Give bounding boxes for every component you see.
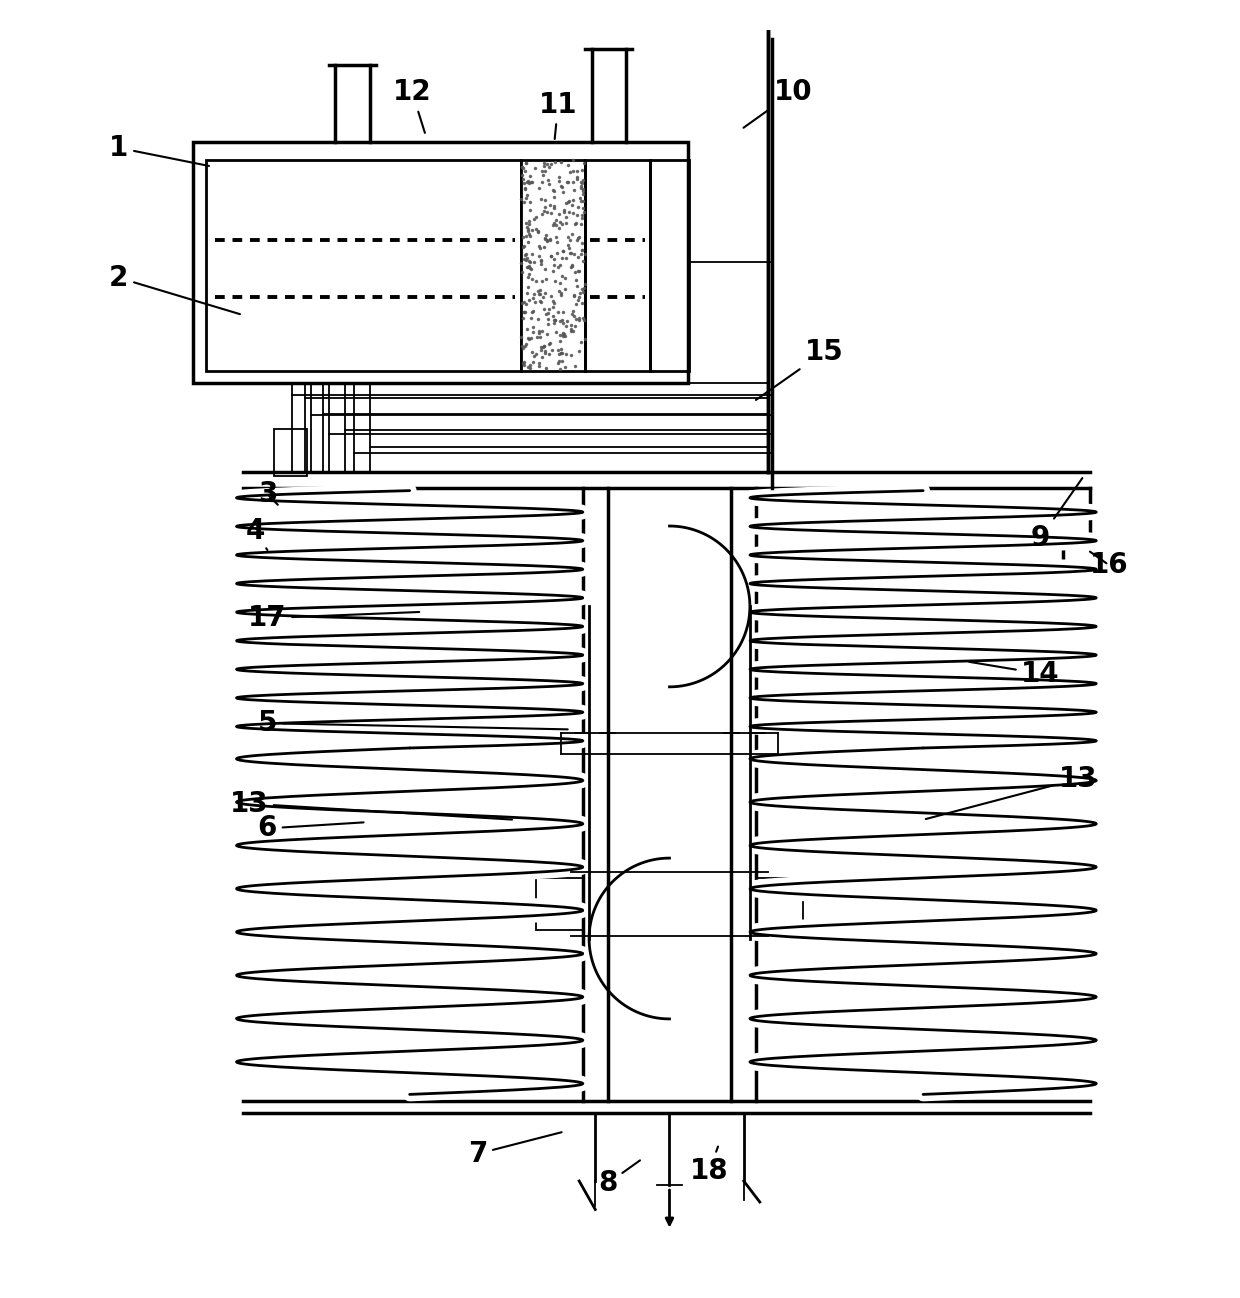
Bar [521,160,585,371]
Text: 18: 18 [689,1146,728,1185]
Bar [536,877,583,929]
Text: 7: 7 [467,1132,562,1168]
Text: 9: 9 [1030,478,1083,552]
Bar [274,428,308,476]
Text: 10: 10 [744,78,812,127]
Bar [756,877,804,929]
Text: 2: 2 [109,263,241,314]
Bar [193,141,688,383]
Text: 8: 8 [598,1160,640,1198]
Text: 5: 5 [258,709,568,737]
Text: 4: 4 [246,518,268,550]
Text: 17: 17 [248,604,419,632]
Bar [585,160,650,371]
Text: 11: 11 [539,91,578,139]
Text: 15: 15 [756,337,843,400]
Text: 13: 13 [926,765,1097,819]
Bar [650,160,689,371]
Text: 14: 14 [970,659,1060,688]
Text: 12: 12 [393,78,432,132]
Text: 13: 13 [229,789,512,819]
Text: 16: 16 [1090,550,1128,579]
Bar [206,160,521,371]
Text: 1: 1 [109,134,210,166]
Text: 3: 3 [258,480,278,509]
Text: 6: 6 [258,814,363,842]
